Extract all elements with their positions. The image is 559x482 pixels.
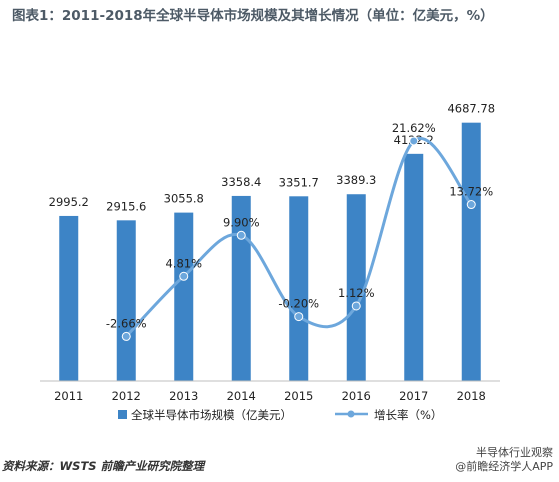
growth-label-2015: -0.20% [278, 297, 319, 311]
bar-value-labels: 2995.22915.63055.83358.43351.73389.34122… [49, 102, 495, 214]
legend-bar-swatch [118, 410, 127, 419]
growth-value-labels: -2.66% 4.81% 9.90% -0.20% 1.12% 21.62% 13.72% [106, 121, 493, 330]
bar-label-2015: 3351.7 [279, 175, 319, 189]
growth-label-2012: -2.66% [106, 316, 147, 330]
chart-title: 图表1：2011-2018年全球半导体市场规模及其增长情况（单位：亿美元，%） [12, 8, 494, 24]
growth-label-2018: 13.72% [449, 185, 493, 199]
bar-label-2016: 3389.3 [336, 173, 376, 187]
bar-2018 [461, 122, 481, 381]
growth-point-2012 [121, 331, 131, 341]
bar-2014 [231, 195, 251, 381]
legend-line-marker [347, 410, 355, 418]
source-note: 资料来源：WSTS 前瞻产业研究院整理 [2, 459, 205, 473]
x-axis-ticks: 2011 2012 2013 2014 2015 2016 2017 2018 [54, 389, 486, 403]
bar-2017 [404, 153, 424, 381]
growth-point-2015 [294, 312, 304, 322]
growth-label-2014: 9.90% [223, 215, 260, 229]
growth-label-2016: 1.12% [338, 286, 375, 300]
bar-2011 [59, 215, 79, 381]
wechat-sublabel: @前瞻经济学人APP [455, 460, 553, 473]
bar-label-2014: 3358.4 [221, 175, 261, 189]
growth-label-2013: 4.81% [165, 256, 202, 270]
tick-2015: 2015 [284, 389, 313, 403]
bar-2015 [289, 196, 309, 381]
legend-line-label: 增长率（%） [374, 408, 442, 422]
tick-2013: 2013 [169, 389, 198, 403]
wechat-label: 半导体行业观察 [476, 446, 553, 459]
bar-label-2011: 2995.2 [49, 195, 89, 209]
bar-2016 [346, 194, 366, 381]
growth-point-2014 [236, 230, 246, 240]
tick-2017: 2017 [399, 389, 428, 403]
bar-label-2012: 2915.6 [106, 199, 146, 213]
growth-point-2017 [409, 136, 419, 146]
growth-point-2018 [466, 200, 476, 210]
legend: 全球半导体市场规模（亿美元） 增长率（%） [118, 408, 442, 422]
bar-2012 [116, 220, 136, 381]
tick-2011: 2011 [54, 389, 83, 403]
growth-point-2016 [351, 301, 361, 311]
wechat-watermark: 半导体行业观察 @前瞻经济学人APP [455, 446, 553, 474]
tick-2014: 2014 [227, 389, 256, 403]
tick-2012: 2012 [112, 389, 141, 403]
bar-series [59, 122, 481, 381]
tick-2018: 2018 [457, 389, 486, 403]
growth-point-2013 [179, 271, 189, 281]
growth-label-2017: 21.62% [392, 121, 436, 135]
bar-2013 [174, 212, 194, 381]
growth-line-series [121, 136, 476, 341]
bar-label-2018: 4687.78 [447, 102, 495, 116]
bar-label-2013: 3055.8 [164, 192, 204, 206]
tick-2016: 2016 [342, 389, 371, 403]
legend-bar-label: 全球半导体市场规模（亿美元） [131, 408, 292, 422]
